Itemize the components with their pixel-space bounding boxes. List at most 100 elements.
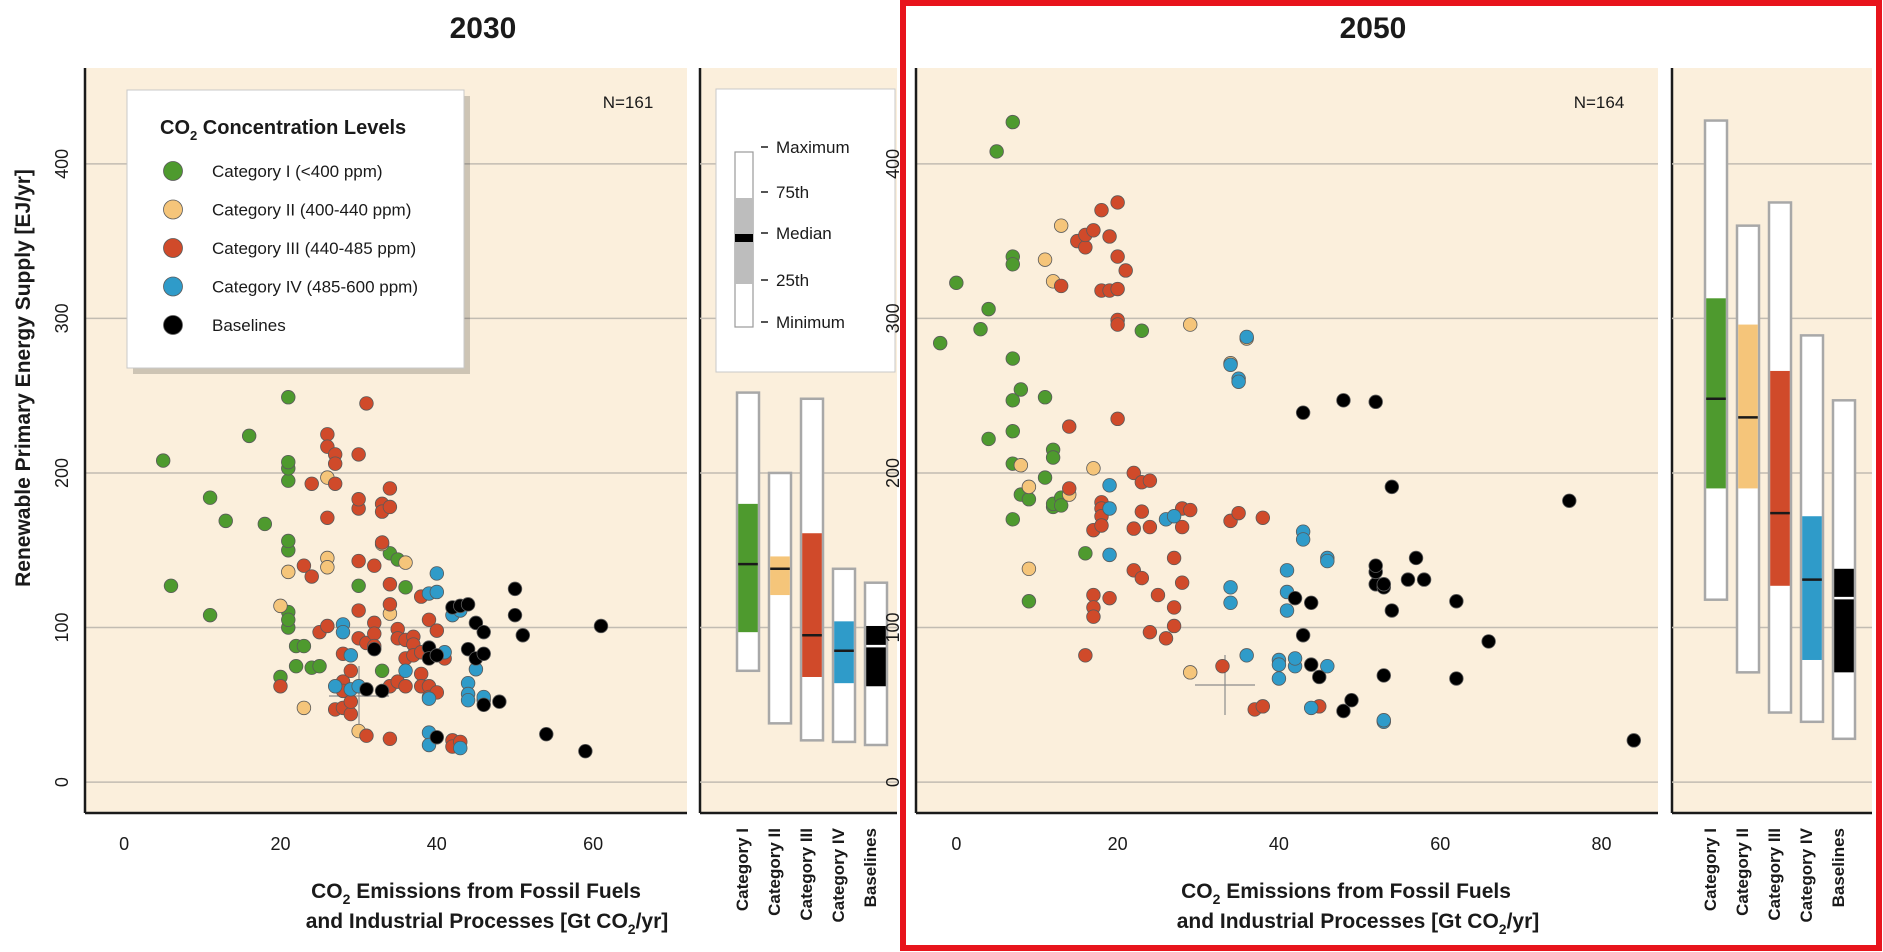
y-tick-label: 200: [883, 458, 903, 488]
point-cat3: [1078, 648, 1093, 663]
point-cat1: [1005, 393, 1020, 408]
point-cat4: [1320, 658, 1335, 674]
point-cat3: [327, 456, 343, 471]
point-baseline: [1416, 572, 1432, 587]
box-category-label: Category III: [797, 828, 816, 921]
point-cat3: [1231, 505, 1246, 521]
x-tick-labels-2050: 0 20 40 60 80: [951, 834, 1611, 854]
point-cat2: [1013, 458, 1029, 473]
point-cat1: [281, 612, 296, 627]
point-cat3: [1166, 618, 1182, 634]
point-cat3: [351, 492, 366, 507]
point-cat2: [296, 700, 312, 716]
point-cat3: [1215, 658, 1230, 674]
point-baseline: [1408, 550, 1424, 566]
point-cat2: [1183, 317, 1198, 332]
point-baseline: [1312, 669, 1327, 685]
y-tick-labels-2050: 0 100 200 300 400: [883, 149, 903, 787]
boxplots-2030: [735, 391, 889, 747]
box-iqr-cat4: [1802, 516, 1822, 660]
point-cat3: [1158, 631, 1174, 646]
legend-title: CO2 Concentration Levels: [160, 117, 406, 143]
point-cat1: [312, 658, 327, 674]
legend-box: [126, 89, 465, 369]
point-cat3: [1134, 504, 1150, 519]
point-cat3: [367, 626, 382, 641]
point-cat4: [1239, 648, 1254, 663]
legend-label-cat1: Category I (<400 ppm): [212, 162, 383, 181]
point-baseline: [492, 694, 507, 709]
point-cat3: [1174, 575, 1190, 590]
point-baseline: [1626, 733, 1642, 748]
box-category-label: Category II: [1733, 828, 1752, 916]
point-cat3: [351, 603, 366, 618]
point-cat1: [296, 638, 312, 654]
point-baseline: [1384, 603, 1400, 618]
x-axis-label-2050-line1: CO2 Emissions from Fossil Fuels: [1181, 880, 1511, 907]
point-cat4: [1231, 374, 1246, 389]
point-baseline: [1336, 393, 1351, 408]
point-cat1: [981, 301, 996, 317]
point-cat3: [296, 558, 312, 573]
point-cat1: [1078, 546, 1093, 561]
point-baseline: [578, 743, 593, 759]
point-cat4: [1223, 580, 1238, 595]
point-cat3: [273, 679, 288, 694]
point-cat1: [281, 390, 296, 405]
point-cat1: [973, 322, 988, 337]
point-cat3: [1183, 502, 1198, 518]
box-category-labels-2050: Category I Category II Category III Categor…: [1701, 827, 1848, 922]
box-iqr-cat3: [1770, 370, 1790, 586]
point-cat3: [1094, 202, 1109, 218]
point-cat3: [367, 558, 382, 573]
y-tick-label: 100: [883, 612, 903, 642]
point-baseline: [515, 628, 531, 643]
point-cat3: [1086, 587, 1101, 603]
point-baseline: [476, 697, 491, 713]
y-tick-label: 100: [52, 612, 72, 642]
x-tick-label: 0: [119, 834, 129, 854]
box-iqr-cat4: [834, 621, 854, 684]
point-cat2: [398, 555, 413, 570]
point-baseline: [1449, 671, 1464, 686]
point-cat3: [343, 694, 359, 709]
point-cat1: [932, 335, 948, 351]
point-cat4: [1279, 603, 1295, 618]
point-cat2: [1053, 218, 1069, 233]
y-tick-label: 400: [52, 149, 72, 179]
point-cat3: [1174, 519, 1190, 535]
point-baseline: [367, 641, 382, 657]
point-cat1: [949, 275, 964, 291]
point-cat3: [429, 623, 445, 638]
panel-2050: 2050 0 100 200 300 400 0 20 40 60 80 N=164 Categ…: [883, 12, 1872, 937]
point-cat1: [398, 580, 413, 595]
legend-items: Category I (<400 ppm) Category II (400-44…: [163, 161, 418, 335]
point-cat4: [398, 663, 413, 679]
point-cat1: [163, 578, 179, 593]
box-category-label: Category III: [1765, 828, 1784, 921]
point-cat3: [320, 618, 335, 634]
box-legend-label: Minimum: [776, 313, 845, 332]
title-2050: 2050: [1340, 12, 1407, 45]
point-baseline: [1303, 595, 1319, 610]
point-cat3: [1142, 473, 1158, 488]
point-cat4: [1303, 700, 1319, 716]
point-cat2: [1037, 252, 1053, 267]
point-cat3: [343, 706, 359, 722]
x-axis-label-2030-line1: CO2 Emissions from Fossil Fuels: [311, 880, 641, 907]
point-cat3: [1118, 263, 1133, 278]
point-baseline: [429, 648, 445, 663]
point-cat1: [1005, 351, 1020, 366]
y-tick-label: 0: [52, 777, 72, 787]
point-cat4: [1239, 329, 1254, 345]
point-cat3: [1102, 229, 1117, 244]
point-baseline: [1344, 692, 1359, 708]
point-cat3: [382, 481, 398, 496]
point-baseline: [1303, 657, 1319, 672]
scatter-points-2050: [932, 114, 1642, 748]
point-cat1: [281, 454, 296, 470]
legend-marker-cat1: [163, 161, 183, 181]
point-cat4: [327, 679, 343, 694]
box-legend-labels: Maximum 75th Median 25th Minimum: [761, 138, 850, 332]
point-cat3: [382, 577, 398, 592]
